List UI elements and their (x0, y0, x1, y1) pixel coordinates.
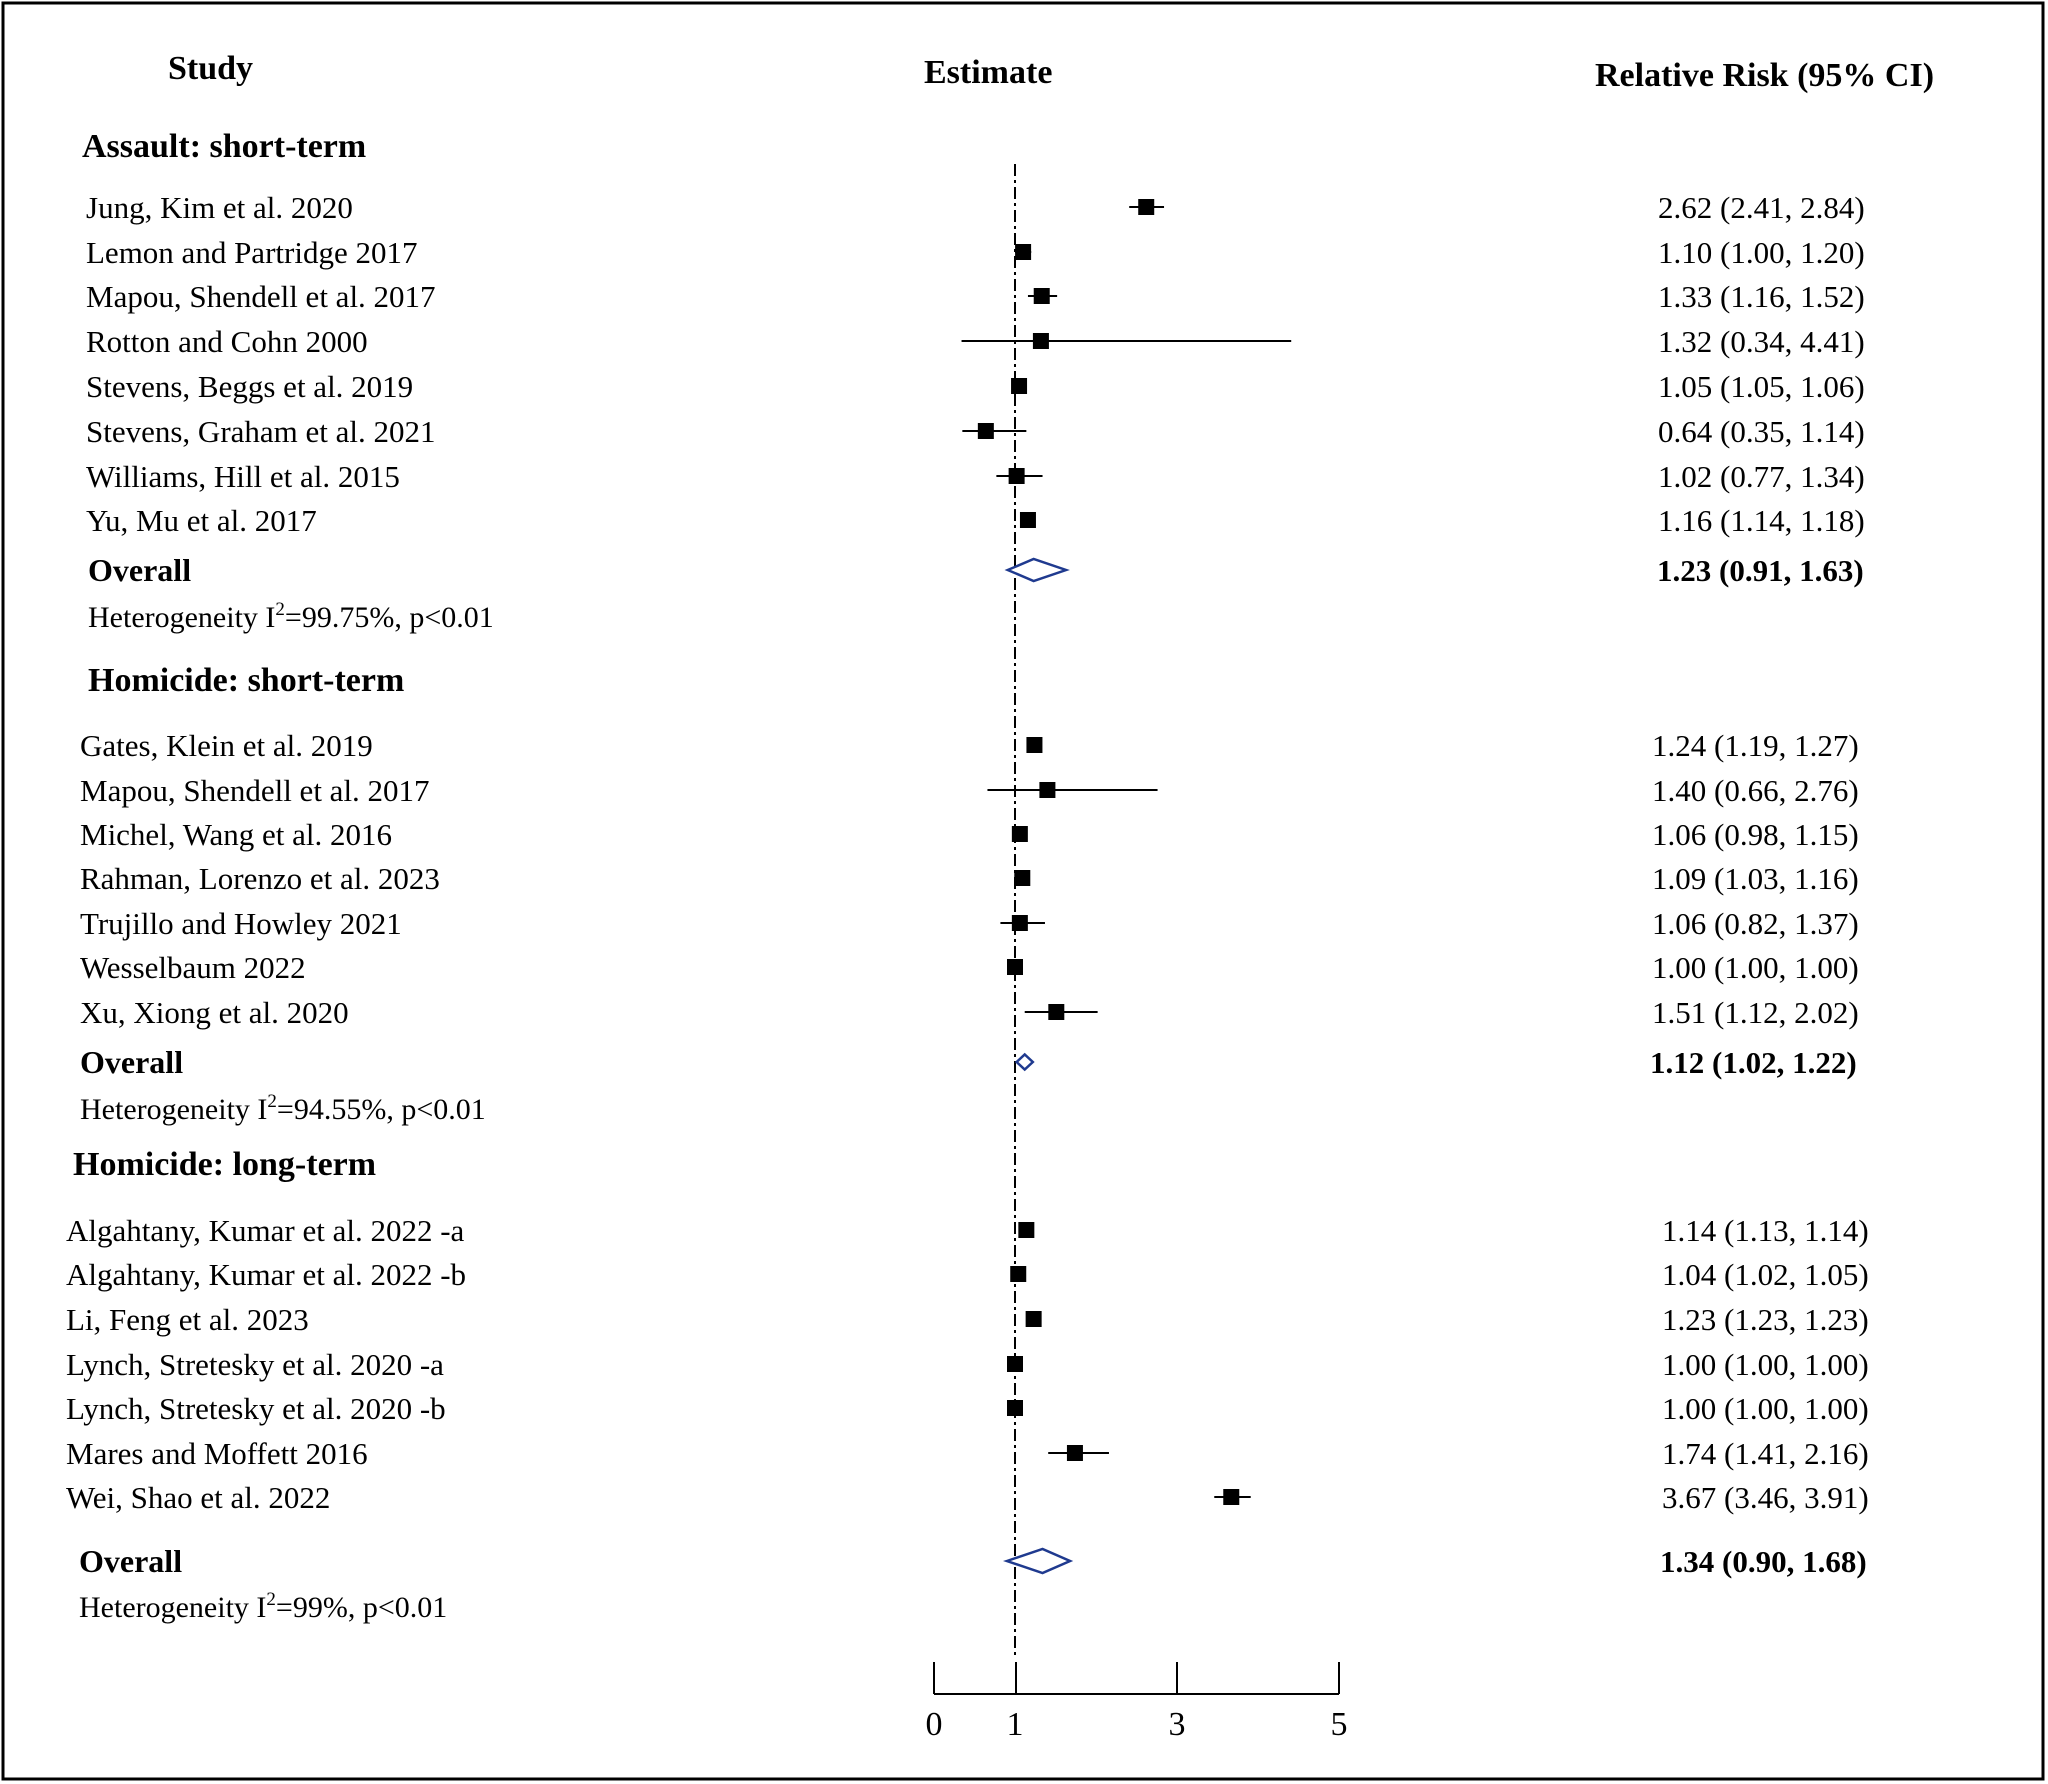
point-estimate (1011, 826, 1028, 842)
overall-ci-text: 1.12 (1.02, 1.22) (1650, 1045, 1857, 1080)
ci-text: 1.05 (1.05, 1.06) (1658, 369, 1865, 404)
study-label: Gates, Klein et al. 2019 (80, 728, 373, 763)
study-label: Jung, Kim et al. 2020 (86, 190, 353, 225)
ci-text: 1.10 (1.00, 1.20) (1658, 235, 1865, 270)
overall-label: Overall (79, 1543, 182, 1579)
overall-diamond (1014, 1052, 1035, 1072)
overall-diamond (1002, 1547, 1074, 1575)
point-estimate (1025, 1311, 1042, 1327)
study-label: Yu, Mu et al. 2017 (86, 503, 317, 538)
ci-text: 1.51 (1.12, 2.02) (1652, 995, 1859, 1030)
study-label: Lynch, Stretesky et al. 2020 -a (66, 1347, 444, 1382)
point-estimate (1014, 870, 1031, 886)
study-label: Algahtany, Kumar et al. 2022 -a (66, 1213, 465, 1248)
overall-label: Overall (80, 1044, 183, 1080)
header-study: Study (168, 50, 253, 87)
point-estimate (1010, 1266, 1027, 1282)
point-estimate (1033, 288, 1050, 304)
study-label: Mares and Moffett 2016 (66, 1436, 368, 1471)
overall-label: Overall (88, 552, 191, 588)
ci-text: 1.14 (1.13, 1.14) (1662, 1213, 1869, 1248)
ci-text: 1.00 (1.00, 1.00) (1662, 1347, 1869, 1382)
point-estimate (1223, 1489, 1240, 1505)
x-axis: 0 1 3 5 (926, 1662, 1348, 1743)
point-estimate (977, 423, 994, 439)
study-label: Mapou, Shendell et al. 2017 (86, 279, 436, 314)
ci-text: 1.32 (0.34, 4.41) (1658, 324, 1865, 359)
point-estimate (1066, 1445, 1083, 1461)
tick-label: 3 (1169, 1706, 1186, 1743)
ci-text: 1.33 (1.16, 1.52) (1658, 279, 1865, 314)
tick-label: 1 (1007, 1706, 1024, 1743)
study-label: Rotton and Cohn 2000 (86, 324, 368, 359)
tick-label: 0 (926, 1706, 943, 1743)
point-estimate (1019, 512, 1036, 528)
study-label: Xu, Xiong et al. 2020 (80, 995, 349, 1030)
overall-ci-text: 1.23 (0.91, 1.63) (1657, 553, 1864, 588)
ci-text: 1.09 (1.03, 1.16) (1652, 861, 1859, 896)
study-label: Trujillo and Howley 2021 (80, 906, 402, 941)
ci-text: 1.00 (1.00, 1.00) (1652, 950, 1859, 985)
header-estimate: Estimate (924, 54, 1052, 91)
ci-text: 3.67 (3.46, 3.91) (1662, 1480, 1869, 1515)
point-estimate (1039, 782, 1056, 798)
ci-text: 1.40 (0.66, 2.76) (1652, 773, 1859, 808)
point-estimate (1015, 244, 1032, 260)
study-label: Lemon and Partridge 2017 (86, 235, 417, 270)
group-header: Homicide: long-term (73, 1146, 376, 1183)
heterogeneity-text: Heterogeneity I2=94.55%, p<0.01 (80, 1091, 486, 1126)
plot-rows: Assault: short-term Jung, Kim et al. 2020… (66, 128, 1869, 1624)
plot-marks (961, 164, 1292, 1655)
ci-text: 1.06 (0.82, 1.37) (1652, 906, 1859, 941)
ci-text: 2.62 (2.41, 2.84) (1658, 190, 1865, 225)
study-label: Wei, Shao et al. 2022 (66, 1480, 330, 1515)
tick-label: 5 (1331, 1706, 1348, 1743)
ci-text: 1.16 (1.14, 1.18) (1658, 503, 1865, 538)
point-estimate (1048, 1004, 1065, 1020)
study-label: Wesselbaum 2022 (80, 950, 306, 985)
ci-text: 1.24 (1.19, 1.27) (1652, 728, 1859, 763)
heterogeneity-text: Heterogeneity I2=99%, p<0.01 (79, 1589, 447, 1624)
point-estimate (1011, 378, 1028, 394)
ci-text: 1.74 (1.41, 2.16) (1662, 1436, 1869, 1471)
overall-diamond (1004, 557, 1070, 583)
point-estimate (1018, 1222, 1035, 1238)
header-ci: Relative Risk (95% CI) (1595, 57, 1934, 94)
study-label: Lynch, Stretesky et al. 2020 -b (66, 1391, 446, 1426)
heterogeneity-text: Heterogeneity I2=99.75%, p<0.01 (88, 599, 494, 634)
point-estimate (1007, 959, 1023, 975)
point-estimate (1008, 468, 1025, 484)
study-label: Li, Feng et al. 2023 (66, 1302, 309, 1337)
point-estimate (1011, 915, 1028, 931)
study-label: Mapou, Shendell et al. 2017 (80, 773, 430, 808)
ci-text: 1.06 (0.98, 1.15) (1652, 817, 1859, 852)
group-header: Assault: short-term (82, 128, 366, 165)
group-header: Homicide: short-term (88, 662, 404, 699)
study-label: Rahman, Lorenzo et al. 2023 (80, 861, 440, 896)
point-estimate (1007, 1356, 1023, 1372)
study-label: Algahtany, Kumar et al. 2022 -b (66, 1257, 466, 1292)
point-estimate (1007, 1400, 1023, 1416)
study-label: Stevens, Beggs et al. 2019 (86, 369, 413, 404)
ci-text: 1.23 (1.23, 1.23) (1662, 1302, 1869, 1337)
point-estimate (1026, 737, 1043, 753)
point-estimate (1032, 333, 1049, 349)
ci-text: 1.02 (0.77, 1.34) (1658, 459, 1865, 494)
point-estimate (1138, 199, 1155, 215)
ci-text: 1.04 (1.02, 1.05) (1662, 1257, 1869, 1292)
study-label: Williams, Hill et al. 2015 (86, 459, 400, 494)
ci-text: 0.64 (0.35, 1.14) (1658, 414, 1865, 449)
study-label: Michel, Wang et al. 2016 (80, 817, 392, 852)
overall-ci-text: 1.34 (0.90, 1.68) (1660, 1544, 1867, 1579)
study-label: Stevens, Graham et al. 2021 (86, 414, 436, 449)
ci-text: 1.00 (1.00, 1.00) (1662, 1391, 1869, 1426)
